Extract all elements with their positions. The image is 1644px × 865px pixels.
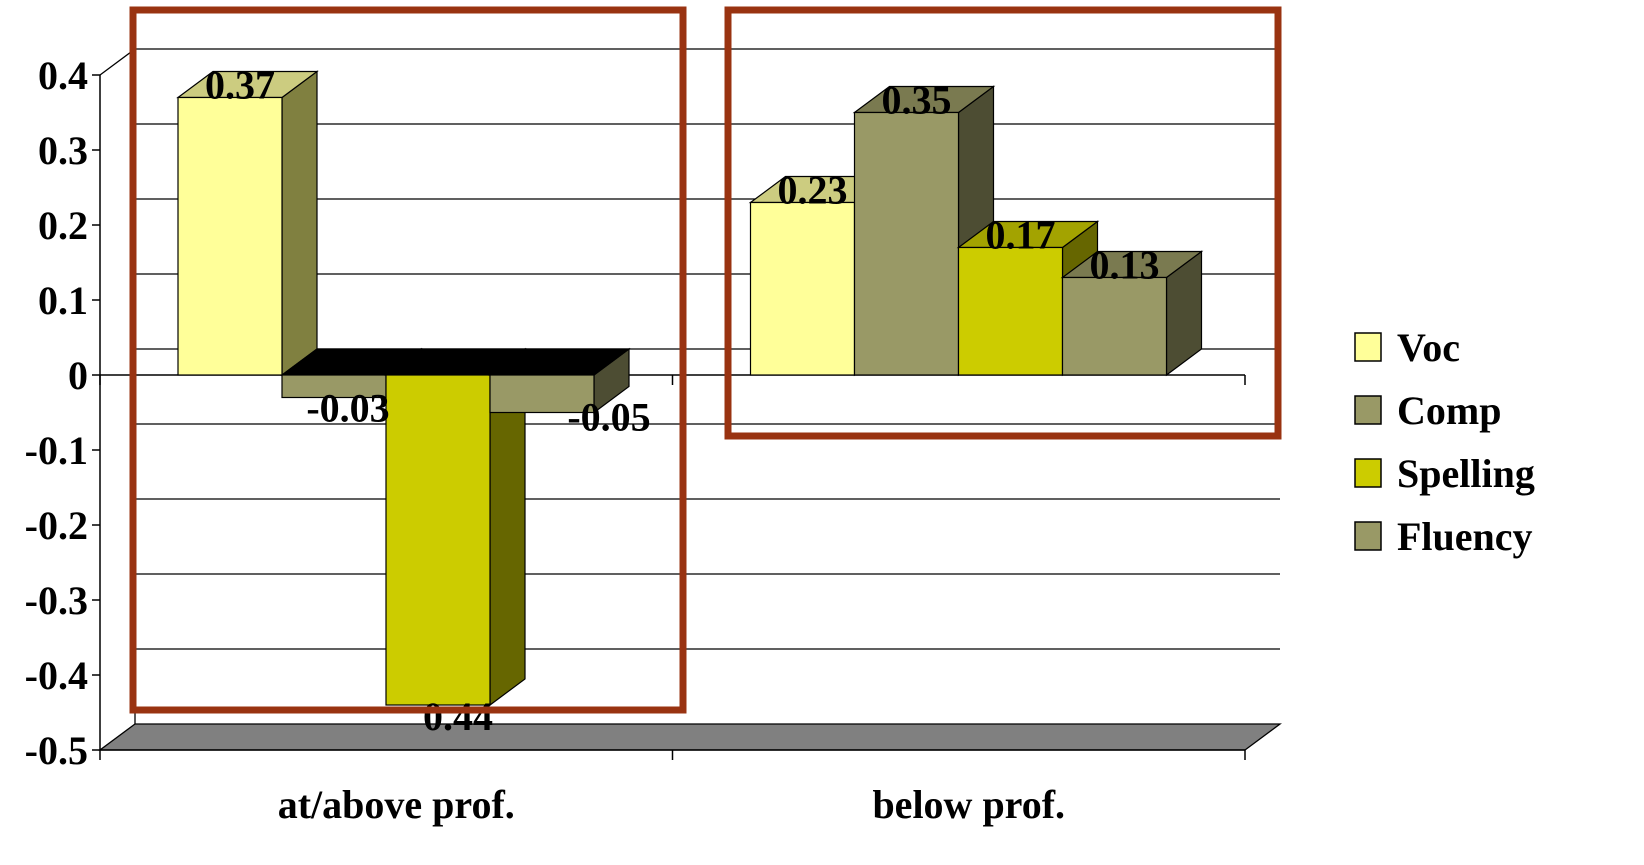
legend-label: Fluency <box>1397 514 1533 559</box>
bars <box>176 70 1204 707</box>
y-tick-label: 0 <box>68 353 88 398</box>
data-label: 0.13 <box>1090 243 1160 288</box>
data-label: -0.05 <box>567 395 650 440</box>
y-tick-label: 0.1 <box>38 278 88 323</box>
data-label: 0.23 <box>778 168 848 213</box>
data-labels: 0.37 -0.03 0.44 -0.05 0.23 0.35 0.17 0.13 <box>205 63 1160 740</box>
bar-front <box>177 96 283 376</box>
legend-item-spelling: Spelling <box>1354 451 1535 496</box>
bar-spelling-1 <box>384 347 527 707</box>
category-label: below prof. <box>872 782 1065 827</box>
highlight-boxes <box>129 6 1282 714</box>
legend-label: Spelling <box>1397 451 1535 496</box>
legend-label: Comp <box>1397 388 1501 433</box>
legend-item-comp: Comp <box>1354 388 1501 433</box>
legend-swatch <box>1354 332 1382 362</box>
data-label: 0.37 <box>205 63 275 108</box>
highlight-box-1 <box>129 6 687 714</box>
y-tick-label: 0.2 <box>38 203 88 248</box>
y-tick-label: 0.4 <box>38 53 88 98</box>
data-label: 0.44 <box>423 694 493 739</box>
bar-fluency-1 <box>488 347 631 414</box>
y-axis-depth-line <box>99 48 136 76</box>
legend: Voc Comp Spelling Fluency <box>1354 325 1535 559</box>
y-tick-label: -0.1 <box>25 428 88 473</box>
legend-swatch <box>1354 458 1382 488</box>
y-tick-label: -0.3 <box>25 578 88 623</box>
data-label: 0.17 <box>986 213 1056 258</box>
bar-front <box>853 111 960 376</box>
bar-front <box>1061 276 1168 376</box>
legend-item-fluency: Fluency <box>1354 514 1533 559</box>
y-axis: 0.4 0.3 0.2 0.1 0 -0.1 -0.2 -0.3 -0.4 -0.5 <box>25 48 1246 773</box>
y-tick-label: -0.2 <box>25 503 88 548</box>
legend-item-voc: Voc <box>1354 325 1460 370</box>
y-tick-label: 0.3 <box>38 128 88 173</box>
legend-swatch <box>1354 521 1382 551</box>
legend-swatch <box>1354 395 1382 425</box>
highlight-box-2 <box>724 6 1282 440</box>
y-tick-label: -0.5 <box>25 728 88 773</box>
bar-voc-1 <box>176 70 319 377</box>
floor-plane <box>98 723 1282 751</box>
bar-front <box>749 201 856 376</box>
bar-front <box>489 374 595 414</box>
legend-label: Voc <box>1397 325 1460 370</box>
bar-side <box>281 70 318 377</box>
chart-floor <box>98 723 1282 751</box>
y-tick-label: -0.4 <box>25 653 88 698</box>
data-label: 0.35 <box>882 78 952 123</box>
category-label: at/above prof. <box>278 782 515 827</box>
bar-fluency-2 <box>1060 250 1204 377</box>
bar-front <box>385 374 491 706</box>
bar-front <box>957 246 1064 376</box>
x-axis-labels: at/above prof. below prof. <box>278 782 1065 827</box>
data-label: -0.03 <box>306 386 389 431</box>
